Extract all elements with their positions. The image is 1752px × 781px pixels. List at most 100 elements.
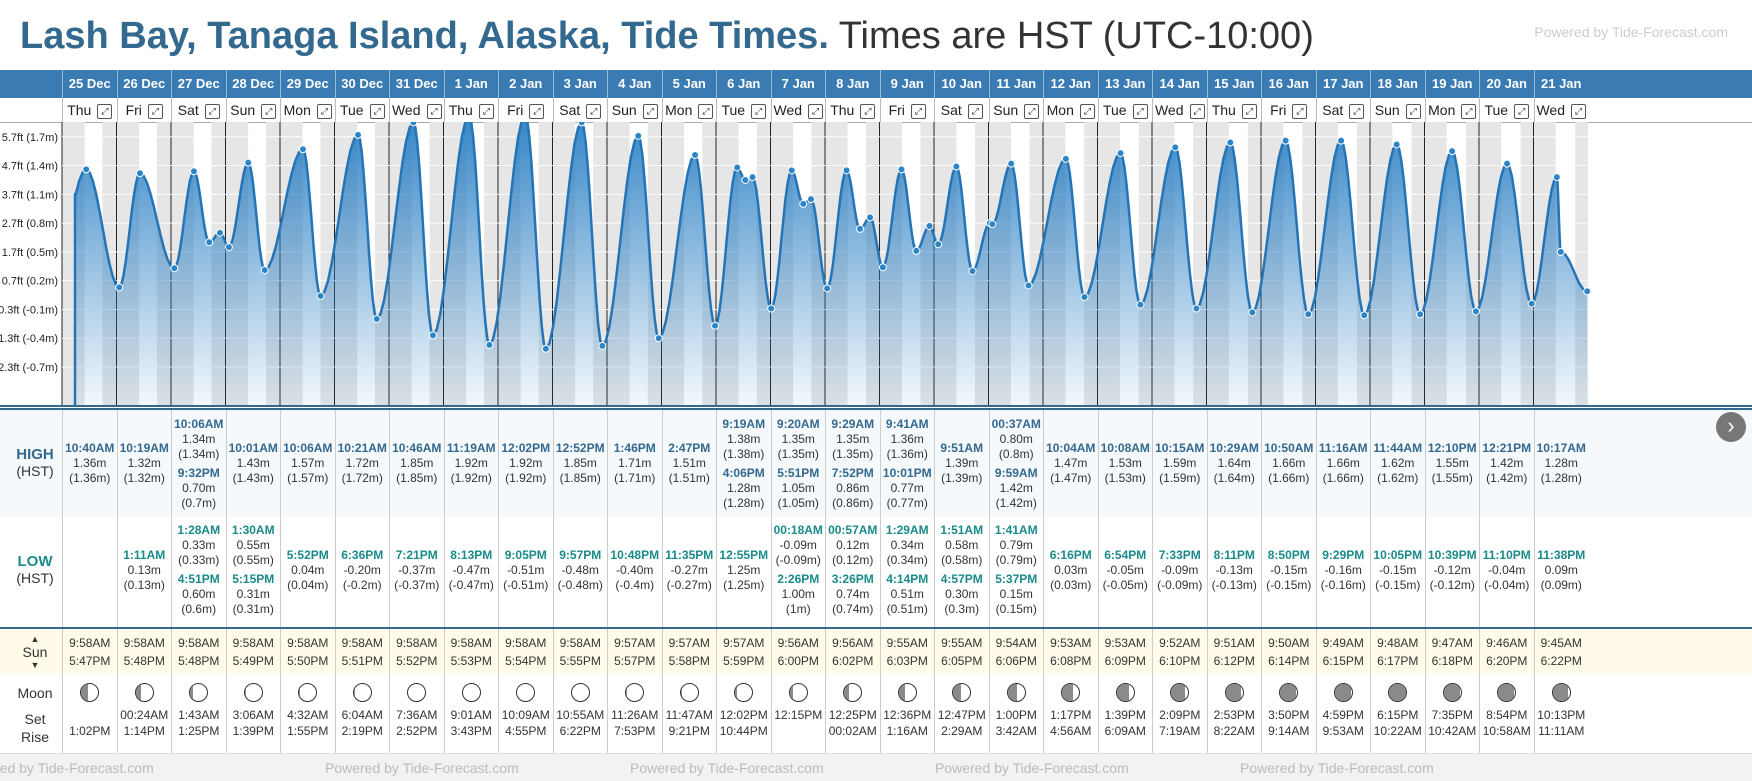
expand-icon[interactable]: ⤢ xyxy=(426,103,442,119)
weekday-label: Mon xyxy=(1046,102,1074,118)
powered-by-link[interactable]: Powered by Tide-Forecast.com xyxy=(1534,24,1728,40)
moon-label-text: Moon xyxy=(17,685,53,701)
weekday-cell: Sun ⤢ xyxy=(1370,98,1425,122)
expand-icon[interactable]: ⤢ xyxy=(967,103,983,119)
expand-icon[interactable]: ⤢ xyxy=(586,103,602,119)
powered-by-link[interactable]: Powered by Tide-Forecast.com xyxy=(325,760,519,776)
moon-cell: 10:09AM 4:55PM xyxy=(498,673,553,753)
low-height-paren: (-0.16m) xyxy=(1320,577,1366,592)
powered-by-link[interactable]: Powered by Tide-Forecast.com xyxy=(630,760,824,776)
moon-phase-icon xyxy=(625,683,645,702)
high-height-m: 1.53m xyxy=(1108,456,1142,470)
sun-cell: 9:45AM 6:22PM xyxy=(1533,629,1589,675)
moon-cell: 6:04AM 2:19PM xyxy=(334,673,390,753)
low-time: 10:39PM xyxy=(1427,547,1477,562)
expand-icon[interactable]: ⤢ xyxy=(316,103,332,119)
moon-cell: 12:36PM 1:16AM xyxy=(879,673,935,753)
high-height-paren: (1.53m) xyxy=(1104,471,1146,485)
moon-phase-icon xyxy=(1388,683,1408,702)
expand-icon[interactable]: ⤢ xyxy=(1132,103,1148,119)
low-time: 1:30AM xyxy=(231,523,275,537)
low-height-paren: (1.25m) xyxy=(723,577,765,592)
high-height-m: 1.71m xyxy=(618,456,652,470)
tide-extreme-point xyxy=(1304,310,1313,319)
expand-icon[interactable]: ⤢ xyxy=(369,103,385,119)
expand-icon[interactable]: ⤢ xyxy=(204,103,220,119)
powered-by-link[interactable]: Powered by Tide-Forecast.com xyxy=(1240,760,1434,776)
expand-icon[interactable]: ⤢ xyxy=(751,103,767,119)
expand-icon[interactable]: ⤢ xyxy=(261,103,277,119)
high-height-m: 1.28m xyxy=(1544,456,1578,470)
expand-icon[interactable]: ⤢ xyxy=(1461,103,1477,119)
moonrise-time: 3:43PM xyxy=(450,724,492,738)
weekday-cell: Thu ⤢ xyxy=(443,98,499,122)
expand-icon[interactable]: ⤢ xyxy=(1024,103,1040,119)
date-cell: 1 Jan xyxy=(443,70,499,98)
expand-icon[interactable]: ⤢ xyxy=(1405,103,1421,119)
moonset-time: 10:13PM xyxy=(1537,708,1586,722)
next-days-button[interactable]: › xyxy=(1716,412,1746,442)
powered-by-link[interactable]: Powered by Tide-Forecast.com xyxy=(935,760,1129,776)
high-time: 10:46AM xyxy=(392,441,442,455)
expand-icon[interactable]: ⤢ xyxy=(1189,103,1205,119)
high-height-m: 1.35m xyxy=(836,431,870,446)
expand-icon[interactable]: ⤢ xyxy=(642,103,658,119)
expand-icon[interactable]: ⤢ xyxy=(808,103,824,119)
low-height-paren: (-0.09m) xyxy=(1157,577,1203,592)
low-cell: 8:50PM -0.15m (-0.15m) xyxy=(1261,517,1316,627)
low-height-m: -0.12m xyxy=(1433,562,1471,577)
expand-icon[interactable]: ⤢ xyxy=(1349,103,1365,119)
expand-icon[interactable]: ⤢ xyxy=(529,103,545,119)
low-time: 11:38PM xyxy=(1537,547,1586,562)
expand-icon[interactable]: ⤢ xyxy=(910,103,926,119)
weekday-cell: Sun ⤢ xyxy=(607,98,662,122)
low-height-paren: (-0.37m) xyxy=(394,577,440,592)
expand-icon[interactable]: ⤢ xyxy=(1292,103,1308,119)
moon-cell: 10:55AM 6:22PM xyxy=(552,673,608,753)
high-event: 12:21PM 1.42m (1.42m) xyxy=(1480,441,1534,486)
low-height-paren: (-0.51m) xyxy=(503,577,549,592)
moonrise-time: 1:25PM xyxy=(178,724,220,738)
moon-cell: 10:13PM 11:11AM xyxy=(1533,673,1589,753)
high-cell: 12:02PM 1.92m (1.92m) xyxy=(498,410,553,519)
tide-extreme-point xyxy=(354,130,363,139)
sunset-time: 5:48PM xyxy=(178,654,220,668)
expand-icon[interactable]: ⤢ xyxy=(1079,103,1095,119)
weekday-label: Thu xyxy=(67,102,92,118)
moonrise-time: 9:21PM xyxy=(668,724,710,738)
powered-by-link[interactable]: Powered by Tide-Forecast.com xyxy=(0,760,154,776)
low-height-m: -0.15m xyxy=(1270,562,1308,577)
expand-icon[interactable]: ⤢ xyxy=(1514,103,1530,119)
high-event: 9:32PM 0.70m (0.7m) xyxy=(172,466,226,511)
high-height-m: 1.32m xyxy=(127,456,161,470)
low-event: 2:26PM 1.00m (1m) xyxy=(772,572,826,617)
low-height-paren: (-0.4m) xyxy=(615,577,655,592)
expand-icon[interactable]: ⤢ xyxy=(478,103,494,119)
sunrise-time: 9:58AM xyxy=(178,636,220,650)
high-time: 10:15AM xyxy=(1155,441,1205,455)
sunset-time: 5:54PM xyxy=(505,654,547,668)
tide-extreme-point xyxy=(799,199,808,208)
y-tick-label: 1.7ft (0.5m) xyxy=(2,247,58,259)
expand-icon[interactable]: ⤢ xyxy=(1241,103,1257,119)
low-height-m: -0.51m xyxy=(507,562,545,577)
moonset-time: 12:36PM xyxy=(883,708,932,722)
expand-icon[interactable]: ⤢ xyxy=(147,103,163,119)
low-height-paren: (0.51m) xyxy=(886,602,928,616)
high-tz-text: (HST) xyxy=(16,463,54,479)
expand-icon[interactable]: ⤢ xyxy=(1571,103,1587,119)
expand-icon[interactable]: ⤢ xyxy=(97,103,113,119)
sunset-time: 6:02PM xyxy=(832,654,874,668)
high-time: 9:51AM xyxy=(940,441,984,455)
expand-icon[interactable]: ⤢ xyxy=(860,103,876,119)
date-cell: 25 Dec xyxy=(62,70,117,98)
expand-icon[interactable]: ⤢ xyxy=(698,103,714,119)
date-cell: 28 Dec xyxy=(225,70,281,98)
low-height-m: 0.34m xyxy=(890,538,924,552)
date-cell: 2 Jan xyxy=(498,70,553,98)
tide-extreme-point xyxy=(260,266,269,275)
high-height-paren: (1.36m) xyxy=(69,471,111,485)
tide-extreme-point xyxy=(1171,143,1180,152)
high-event: 10:01PM 0.77m (0.77m) xyxy=(881,466,935,511)
date-cell: 6 Jan xyxy=(716,70,771,98)
